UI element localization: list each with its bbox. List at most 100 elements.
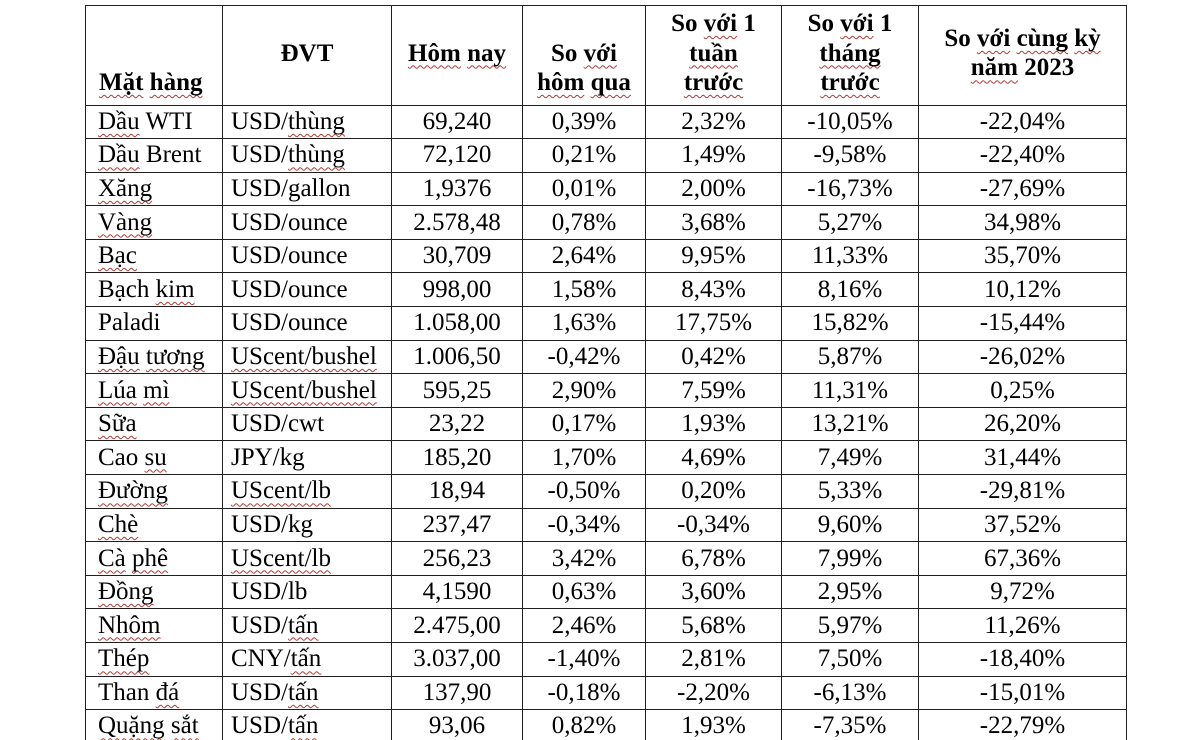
table-row: Đồng USD/lb 4,1590 0,63% 3,60% 2,95% 9,72% xyxy=(85,574,1127,610)
today-value-cell: 69,240 xyxy=(391,104,523,140)
spellcheck-squiggle: Đậu xyxy=(98,342,140,370)
vs-week-cell: 1,49% xyxy=(645,138,782,173)
column-header-so-voi-1-thang-truoc: So với 1 tháng trước xyxy=(781,5,919,106)
header-row: Mặt hàng ĐVT Hôm nay So với hôm qua So với 1… xyxy=(85,5,1127,106)
commodity-name-cell: Thép xyxy=(85,642,223,677)
spellcheck-squiggle: Nhôm xyxy=(98,611,161,639)
commodity-name-cell: Cao su xyxy=(85,440,223,476)
spellcheck-squiggle: Xăng xyxy=(98,174,153,202)
vs-month-cell: 7,99% xyxy=(781,541,919,576)
spellcheck-squiggle: trước xyxy=(683,69,744,96)
vs-week-cell: 1,93% xyxy=(645,709,782,740)
spellcheck-squiggle: tấn xyxy=(287,678,319,706)
vs-yesterday-cell: 0,63% xyxy=(522,574,646,610)
vs-2023-cell: -22,79% xyxy=(918,709,1127,740)
commodity-name-cell: Paladi xyxy=(85,306,223,341)
column-header-so-voi-1-tuan-truoc: So với 1 tuần trước xyxy=(645,5,782,106)
commodity-name-cell: Đồng xyxy=(85,574,223,610)
spellcheck-squiggle: Sữa xyxy=(98,410,137,438)
vs-2023-cell: 34,98% xyxy=(918,205,1127,240)
spellcheck-squiggle: sắt xyxy=(170,712,199,740)
spellcheck-squiggle: tháng xyxy=(819,39,881,67)
spellcheck-squiggle: phê xyxy=(132,544,169,572)
vs-2023-cell: -18,40% xyxy=(918,642,1127,677)
today-value-cell: 2.578,48 xyxy=(391,205,523,240)
spellcheck-squiggle: thùng xyxy=(287,107,345,135)
vs-week-cell: 17,75% xyxy=(645,306,782,341)
vs-2023-cell: 0,25% xyxy=(918,373,1127,408)
vs-month-cell: 5,97% xyxy=(781,608,919,643)
spellcheck-squiggle: đá xyxy=(155,678,180,706)
vs-month-cell: 5,27% xyxy=(781,205,919,240)
vs-yesterday-cell: 1,58% xyxy=(522,272,646,308)
vs-2023-cell: 37,52% xyxy=(918,507,1127,543)
vs-2023-cell: 31,44% xyxy=(918,440,1127,476)
spellcheck-squiggle: với xyxy=(840,10,874,37)
unit-cell: UScent/bushel xyxy=(222,339,392,375)
spellcheck-squiggle: trước xyxy=(820,69,880,96)
vs-month-cell: 7,50% xyxy=(781,642,919,677)
unit-cell: USD/thùng xyxy=(222,104,392,140)
spellcheck-squiggle: với xyxy=(583,39,617,67)
vs-week-cell: 0,42% xyxy=(645,339,782,375)
commodity-name-cell: Cà phê xyxy=(85,541,223,576)
spellcheck-squiggle: UScent/bushel xyxy=(231,342,377,370)
spellcheck-squiggle: UScent/bushel xyxy=(231,376,377,404)
vs-month-cell: 5,87% xyxy=(781,339,919,375)
vs-yesterday-cell: 0,01% xyxy=(522,171,646,207)
spellcheck-squiggle: thùng xyxy=(287,141,345,169)
commodity-name-cell: Chè xyxy=(85,507,223,543)
vs-month-cell: -16,73% xyxy=(781,171,919,207)
vs-yesterday-cell: -0,34% xyxy=(522,507,646,543)
commodity-name-cell: Quặng sắt xyxy=(85,709,223,740)
spellcheck-squiggle: Cà xyxy=(98,544,126,572)
commodity-name-cell: Đường xyxy=(85,474,223,509)
spellcheck-squiggle: Chè xyxy=(98,510,139,538)
vs-yesterday-cell: -0,18% xyxy=(522,675,646,711)
spellcheck-squiggle: Vàng xyxy=(98,208,153,236)
spellcheck-squiggle: qua xyxy=(590,69,631,96)
vs-2023-cell: -22,04% xyxy=(918,104,1127,140)
table-row: Dầu Brent USD/thùng 72,120 0,21% 1,49% -9,58%… xyxy=(85,138,1127,173)
unit-cell: USD/ounce xyxy=(222,238,392,274)
spellcheck-squiggle: mì xyxy=(143,376,170,404)
unit-cell: USD/tấn xyxy=(222,675,392,711)
today-value-cell: 185,20 xyxy=(391,440,523,476)
table-row: Dầu WTI USD/thùng 69,240 0,39% 2,32% -10,05% -… xyxy=(85,104,1127,140)
unit-cell: USD/kg xyxy=(222,507,392,543)
table-row: Cao su JPY/kg 185,20 1,70% 4,69% 7,49% 31,44% xyxy=(85,440,1127,476)
vs-month-cell: 9,60% xyxy=(781,507,919,543)
vs-week-cell: 0,20% xyxy=(645,474,782,509)
commodity-name-cell: Dầu Brent xyxy=(85,138,223,173)
spellcheck-squiggle: tấn xyxy=(287,712,319,740)
table-row: Thép CNY/tấn 3.037,00 -1,40% 2,81% 7,50% -18,4… xyxy=(85,642,1127,677)
spellcheck-squiggle: năm xyxy=(970,54,1018,82)
vs-week-cell: 2,32% xyxy=(645,104,782,140)
column-header-so-voi-cung-ky-nam-2023: So với cùng kỳ năm 2023 xyxy=(918,5,1127,106)
spellcheck-squiggle: với xyxy=(977,24,1011,52)
vs-month-cell: 11,31% xyxy=(781,373,919,408)
unit-cell: USD/ounce xyxy=(222,272,392,308)
unit-cell: CNY/tấn xyxy=(222,642,392,677)
vs-week-cell: 1,93% xyxy=(645,406,782,442)
table-row: Cà phê UScent/lb 256,23 3,42% 6,78% 7,99% 67,3… xyxy=(85,541,1127,576)
today-value-cell: 595,25 xyxy=(391,373,523,408)
vs-month-cell: -7,35% xyxy=(781,709,919,740)
commodity-name-cell: Than đá xyxy=(85,675,223,711)
unit-cell: JPY/kg xyxy=(222,440,392,476)
vs-2023-cell: 10,12% xyxy=(918,272,1127,308)
table-header: Mặt hàng ĐVT Hôm nay So với hôm qua So với 1… xyxy=(85,5,1127,106)
spellcheck-squiggle: hàng xyxy=(149,69,203,96)
vs-month-cell: -6,13% xyxy=(781,675,919,711)
vs-month-cell: -9,58% xyxy=(781,138,919,173)
spellcheck-squiggle: su xyxy=(144,443,167,471)
spellcheck-squiggle: với xyxy=(703,10,738,37)
unit-cell: USD/gallon xyxy=(222,171,392,207)
vs-yesterday-cell: 0,78% xyxy=(522,205,646,240)
today-value-cell: 72,120 xyxy=(391,138,523,173)
today-value-cell: 4,1590 xyxy=(391,574,523,610)
vs-yesterday-cell: -0,42% xyxy=(522,339,646,375)
today-value-cell: 2.475,00 xyxy=(391,608,523,643)
spellcheck-squiggle: tuần xyxy=(689,39,738,67)
vs-month-cell: 13,21% xyxy=(781,406,919,442)
